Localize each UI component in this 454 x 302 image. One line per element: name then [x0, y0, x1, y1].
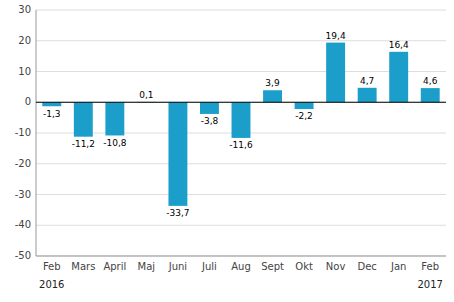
- y-axis: -50 -40 -30 -20 -10 0 10 20 30: [15, 4, 36, 261]
- bar: [326, 43, 345, 103]
- data-label: 19,4: [326, 31, 346, 41]
- x-tick-label: Nov: [326, 261, 346, 272]
- y-tick-label: -40: [15, 219, 31, 230]
- x-tick-label: Mars: [71, 261, 95, 272]
- grid-line: [36, 102, 446, 103]
- bar: [168, 102, 187, 206]
- y-tick-label: -30: [15, 189, 31, 200]
- x-tick-label: Aug: [231, 261, 251, 272]
- y-tick-label: -10: [15, 127, 31, 138]
- year-label: 2017: [418, 279, 443, 290]
- bar: [42, 102, 61, 106]
- y-tick-label: -50: [15, 250, 31, 261]
- grid-line: [36, 256, 446, 257]
- data-label: 3,9: [265, 78, 280, 88]
- data-label: -10,8: [103, 138, 127, 148]
- bar: [295, 102, 314, 109]
- y-tick-label: 20: [18, 35, 31, 46]
- x-tick-label: Okt: [295, 261, 313, 272]
- bar: [232, 102, 251, 138]
- x-tick-label: Jan: [390, 261, 406, 272]
- chart-container: -50-40-30-20-100102030-1,3-11,2-10,80,1-…: [0, 0, 454, 302]
- bar: [389, 52, 408, 102]
- grid-line: [36, 71, 446, 72]
- zero-line: [36, 102, 446, 103]
- x-tick-label: Feb: [43, 261, 61, 272]
- chart-svg: -50-40-30-20-100102030-1,3-11,2-10,80,1-…: [0, 0, 454, 302]
- x-axis: Feb Mars April Maj Juni Juli Aug Sept Okt Nov Dec J…: [36, 256, 446, 272]
- grid-line: [36, 40, 446, 41]
- x-tick-label: Maj: [138, 261, 156, 272]
- y-axis-line: [36, 10, 37, 256]
- data-label: -11,2: [72, 139, 95, 149]
- x-tick-label: Sept: [261, 261, 284, 272]
- y-tick-label: -20: [15, 158, 31, 169]
- x-axis-line: [36, 256, 446, 257]
- grid: [36, 10, 446, 256]
- x-tick-label: April: [103, 261, 126, 272]
- bar: [105, 102, 124, 135]
- data-label: 4,6: [423, 76, 438, 86]
- grid-line: [36, 163, 446, 164]
- data-label: -3,8: [201, 116, 219, 126]
- bars: [42, 43, 439, 206]
- y-tick-label: 10: [18, 66, 31, 77]
- y-tick-label: 30: [18, 4, 31, 15]
- x-tick-label: Dec: [357, 261, 376, 272]
- bar: [200, 102, 219, 114]
- x-tick-label: Juni: [168, 261, 187, 272]
- grid-line: [36, 194, 446, 195]
- grid-line: [36, 10, 446, 11]
- bar: [421, 88, 440, 102]
- data-label: -2,2: [295, 111, 313, 121]
- grid-line: [36, 225, 446, 226]
- data-label: 0,1: [139, 90, 153, 100]
- data-labels: -1,3 -11,2 -10,8 0,1 -33,7 -3,8 -11,6 3,9 -2,2 19…: [43, 31, 438, 219]
- data-label: 4,7: [360, 76, 374, 86]
- y-tick-label: 0: [25, 96, 31, 107]
- data-label: -11,6: [229, 140, 253, 150]
- data-label: 16,4: [389, 40, 409, 50]
- data-label: -33,7: [166, 208, 189, 218]
- bar: [358, 88, 377, 102]
- bar: [263, 90, 282, 102]
- year-label: 2016: [39, 279, 64, 290]
- data-label: -1,3: [43, 109, 61, 119]
- x-tick-label: Feb: [421, 261, 439, 272]
- bar: [74, 102, 93, 136]
- x-tick-label: Juli: [201, 261, 217, 272]
